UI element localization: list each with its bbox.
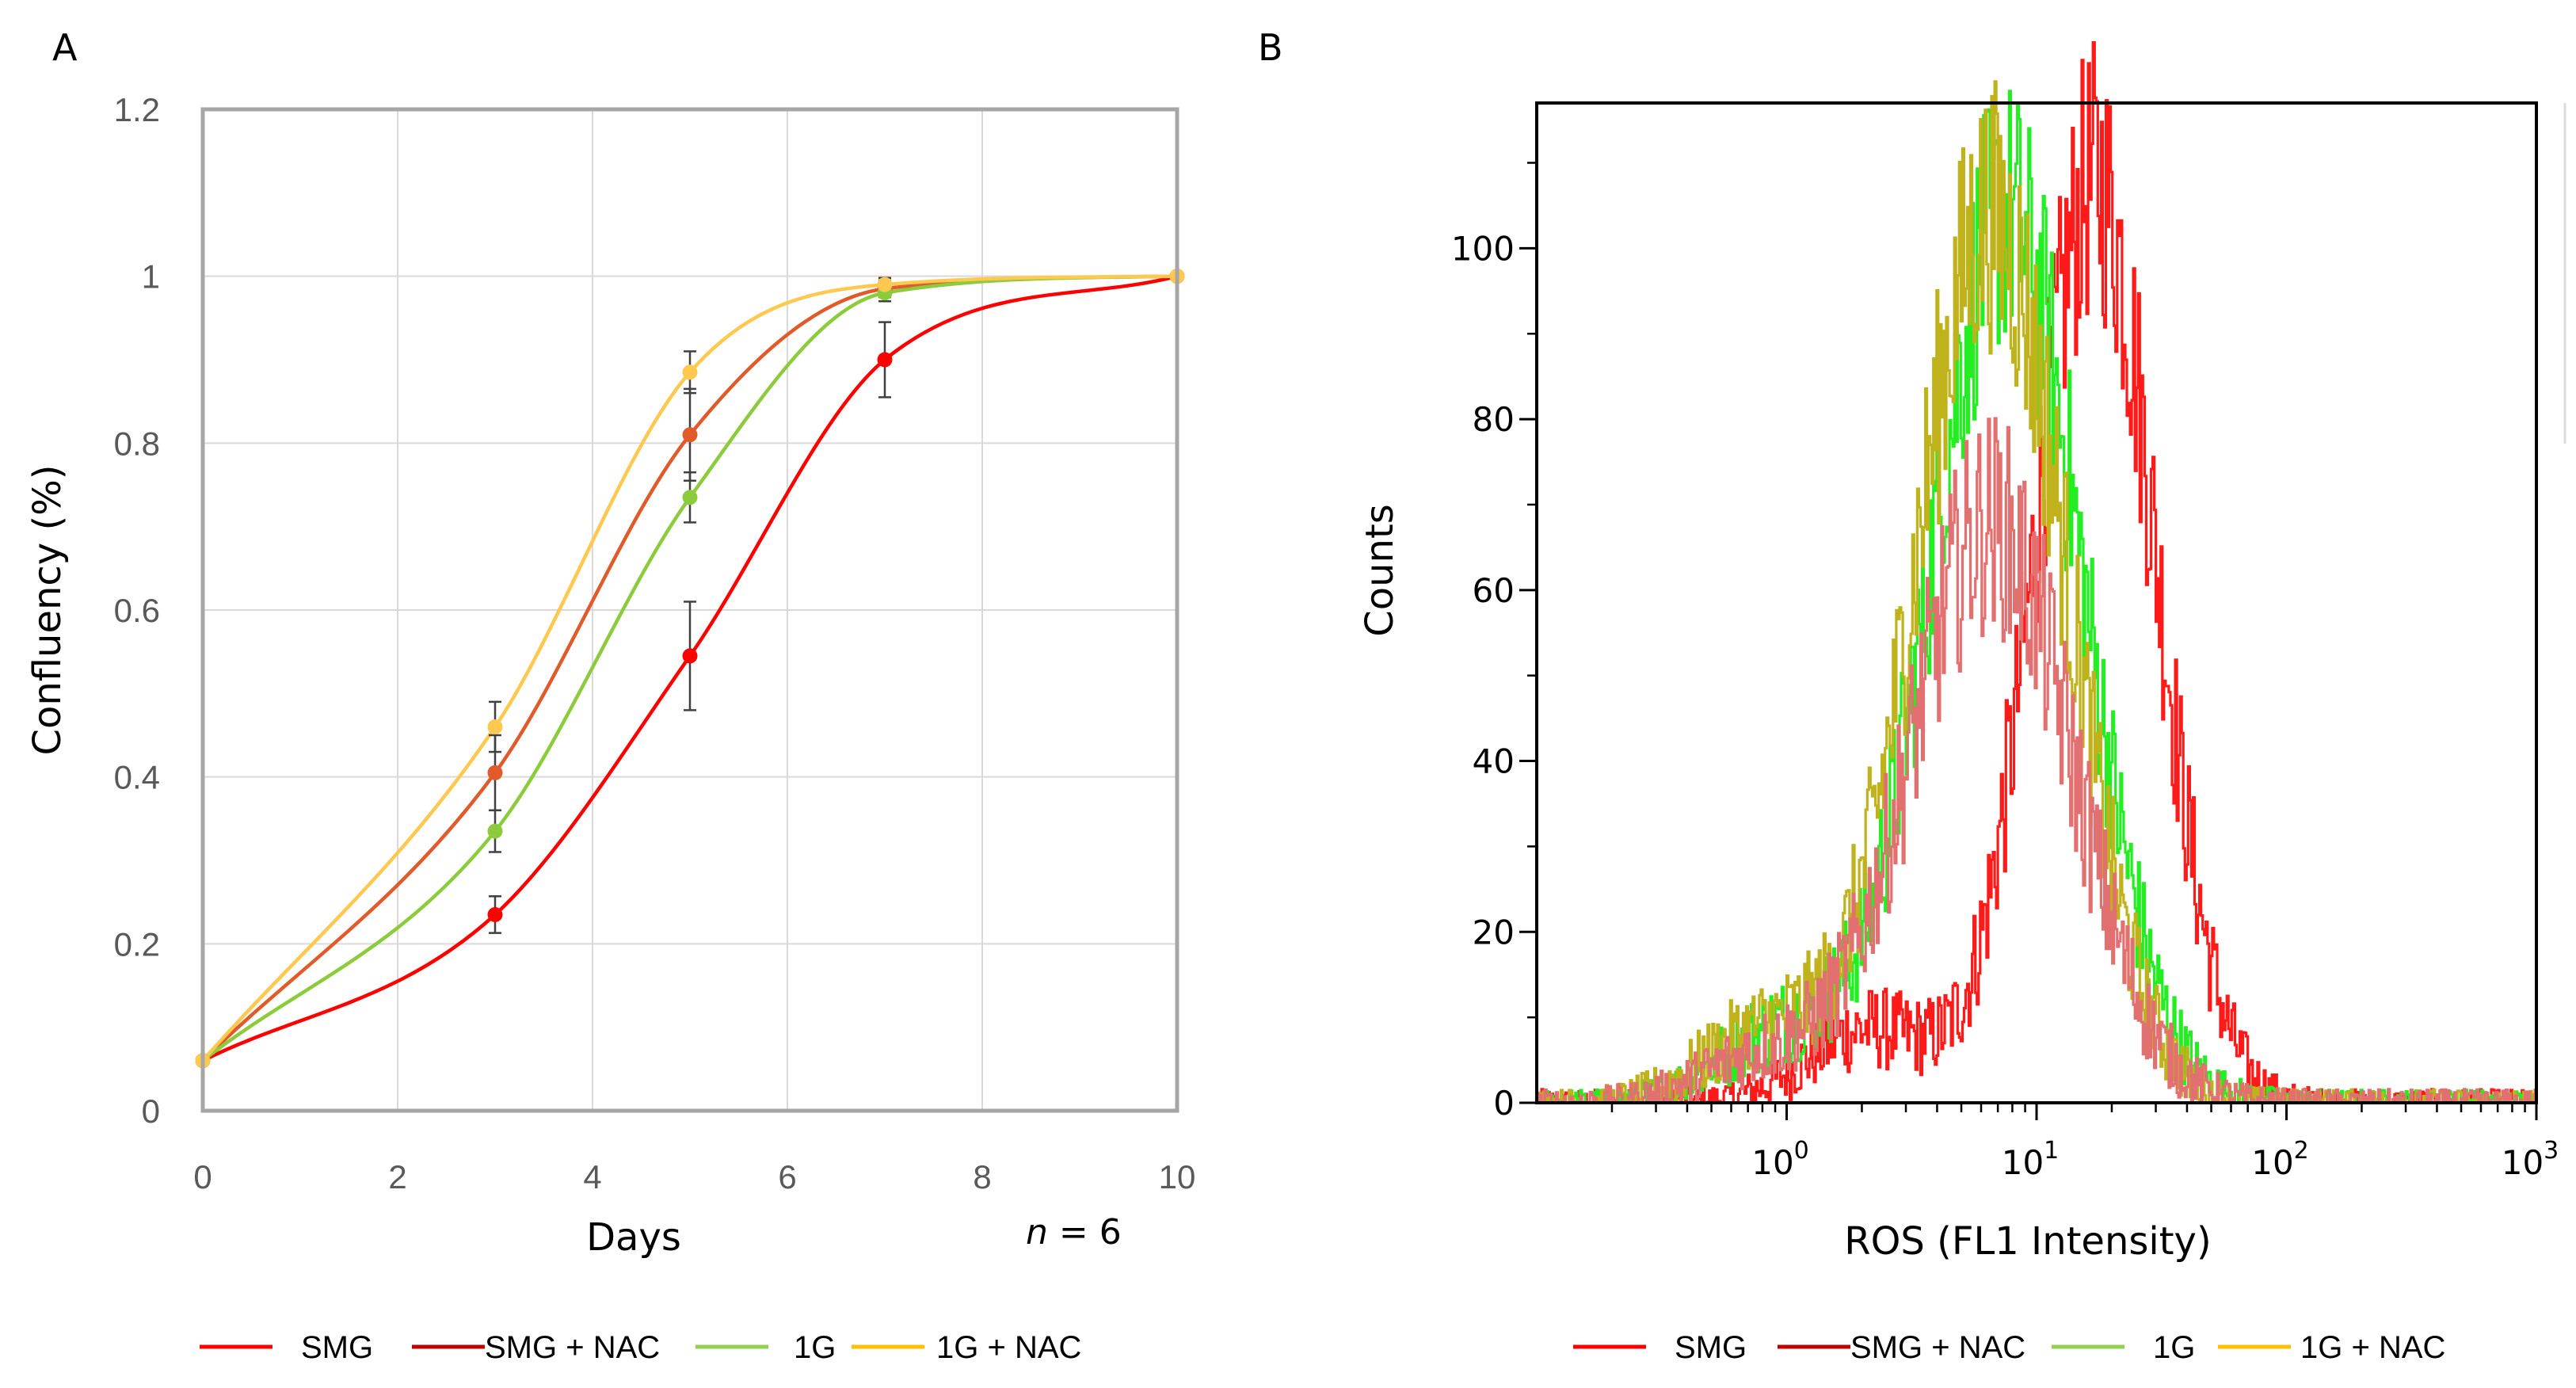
data-point-1g-plus-nac [682,364,698,380]
legend-label-1g-plus-nac: 1G + NAC [2300,1330,2445,1365]
chart-b-legend: SMG SMG + NAC 1G 1G + NAC [1573,1330,2445,1365]
legend-label-1g: 1G [794,1330,836,1365]
legend-label-smg-plus-nac: SMG + NAC [485,1330,660,1365]
chart-b-y-ticks: 0 20 40 60 80 100 [1451,162,1537,1123]
y-tick-label: 0 [1493,1084,1515,1123]
y-tick-label: 40 [1473,742,1515,781]
x-tick-label: 101 [2002,1137,2060,1182]
data-point-1g-plus-nac [487,719,503,734]
legend-label-smg-plus-nac: SMG + NAC [1850,1330,2025,1365]
y-tick-label: 0.6 [114,592,160,629]
x-tick-label: 100 [1751,1137,1809,1182]
panel-label-b: B [1258,26,1283,69]
y-tick-label: 20 [1473,913,1515,951]
chart-b-x-ticks: 100 101 102 103 [1610,1103,2559,1182]
y-tick-label: 0.8 [114,425,160,462]
y-tick-label: 1.2 [114,91,160,128]
data-point-1g-plus-nac [877,276,893,292]
chart-a-points [195,269,1185,1069]
y-tick-label: 80 [1473,400,1515,439]
x-tick-label: 4 [583,1158,601,1195]
chart-b-y-axis-label: Counts [1358,504,1402,637]
x-tick-label: 0 [193,1158,211,1195]
x-tick-label: 8 [973,1158,991,1195]
chart-a-sample-size: n = 6 [1026,1212,1122,1253]
chart-a-legend: SMG SMG + NAC 1G 1G + NAC [200,1330,1081,1365]
x-tick-label: 6 [778,1158,796,1195]
data-point-smg [487,906,503,922]
y-tick-label: 0.4 [114,759,160,796]
chart-a-frame [200,107,1179,1113]
y-tick-label: 0.2 [114,925,160,963]
sample-size-value: = 6 [1048,1212,1122,1253]
chart-a: 0 0.2 0.4 0.6 0.8 1 1.2 0 2 4 6 8 10 Days Confluenc… [25,91,1195,1365]
chart-a-x-ticks: 0 2 4 6 8 10 [193,1158,1195,1195]
data-point-smg [877,352,893,368]
chart-b: 0 20 40 60 80 100 100 101 102 103 ROS (FL1 Inten… [1358,41,2566,1365]
sample-size-symbol: n [1026,1212,1048,1253]
x-tick-label: 2 [388,1158,406,1195]
chart-a-x-axis-label: Days [586,1215,681,1260]
x-tick-label: 103 [2502,1137,2559,1182]
x-tick-label: 102 [2251,1137,2309,1182]
legend-label-1g-plus-nac: 1G + NAC [936,1330,1081,1365]
data-point-1g [487,823,503,839]
data-point-1g [682,490,698,505]
x-tick-label: 10 [1159,1158,1196,1195]
y-tick-label: 1 [142,258,160,296]
y-tick-label: 60 [1473,571,1515,610]
legend-label-smg: SMG [301,1330,373,1365]
panel-label-a: A [52,26,78,69]
legend-label-smg: SMG [1675,1330,1747,1365]
data-point-smg [682,648,698,664]
series-line-1g-plus-nac [201,274,1178,1062]
chart-a-y-ticks: 0 0.2 0.4 0.6 0.8 1 1.2 [114,91,160,1130]
series-line-1g [201,274,1178,1062]
legend-label-1g: 1G [2153,1330,2195,1365]
data-point-smg-plus-nac [682,427,698,443]
y-tick-label: 100 [1451,229,1515,268]
y-tick-label: 0 [142,1092,160,1130]
chart-a-y-axis-label: Confluency (%) [25,464,70,755]
data-point-smg-plus-nac [487,765,503,780]
chart-b-x-axis-label: ROS (FL1 Intensity) [1844,1219,2211,1264]
